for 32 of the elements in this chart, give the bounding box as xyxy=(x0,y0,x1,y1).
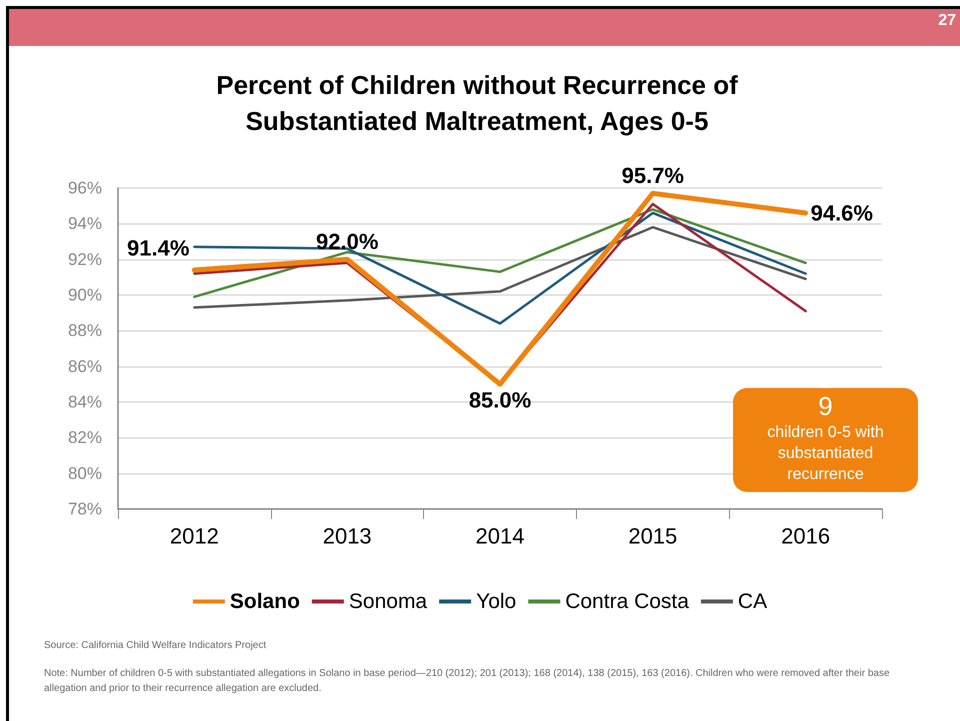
y-tick-label: 96% xyxy=(68,178,102,198)
line-series xyxy=(193,212,807,325)
y-tick-label: 78% xyxy=(68,500,102,518)
text: Note: Number of children 0-5 with substantiated allegations in Solano in base period—210 (2012); 201 (2013); 168 (2014), 138 (2015), 163 (2016). Children who were removed after their base allegation and prior to their recurrence allegation are excluded. xyxy=(44,667,891,696)
x-tick-label: 2016 xyxy=(781,524,830,548)
x-tick-label: 2014 xyxy=(476,524,524,548)
y-tick-label: 94% xyxy=(68,214,102,234)
data-label: 85.0% xyxy=(468,388,532,413)
x-tick-label: 2012 xyxy=(170,524,219,548)
y-tick-label: 90% xyxy=(68,286,102,304)
y-tick-label: 82% xyxy=(68,428,102,448)
data-label: 91.4% xyxy=(127,236,190,261)
data-label: 92.0% xyxy=(316,228,378,254)
legend-label: Contra Costa xyxy=(565,590,690,613)
y-tick-label: 86% xyxy=(68,356,102,376)
data-label: 94.6% xyxy=(810,200,873,226)
legend-label: CA xyxy=(738,590,768,613)
line-series xyxy=(193,226,807,309)
x-tick-label: 2015 xyxy=(628,524,678,548)
text: 27 xyxy=(938,12,956,30)
x-tick-label: 2013 xyxy=(322,524,372,548)
y-tick-label: 84% xyxy=(68,392,102,412)
chart-title: Percent of Children without Recurrence of Substantiated Maltreatment, Ages 0-5 xyxy=(216,70,738,136)
data-label: 95.7% xyxy=(622,162,684,188)
y-tick-label: 88% xyxy=(68,321,102,340)
annotation: 9 children 0-5 with substantiated recurrence xyxy=(766,390,885,485)
legend-label: Sonoma xyxy=(348,590,428,613)
y-tick-label: 80% xyxy=(68,464,102,483)
legend-label: Yolo xyxy=(476,590,516,613)
source-note: Source: California Child Welfare Indicators Project xyxy=(44,640,266,651)
y-tick-label: 92% xyxy=(68,250,102,269)
legend-label: Solano xyxy=(230,590,300,613)
